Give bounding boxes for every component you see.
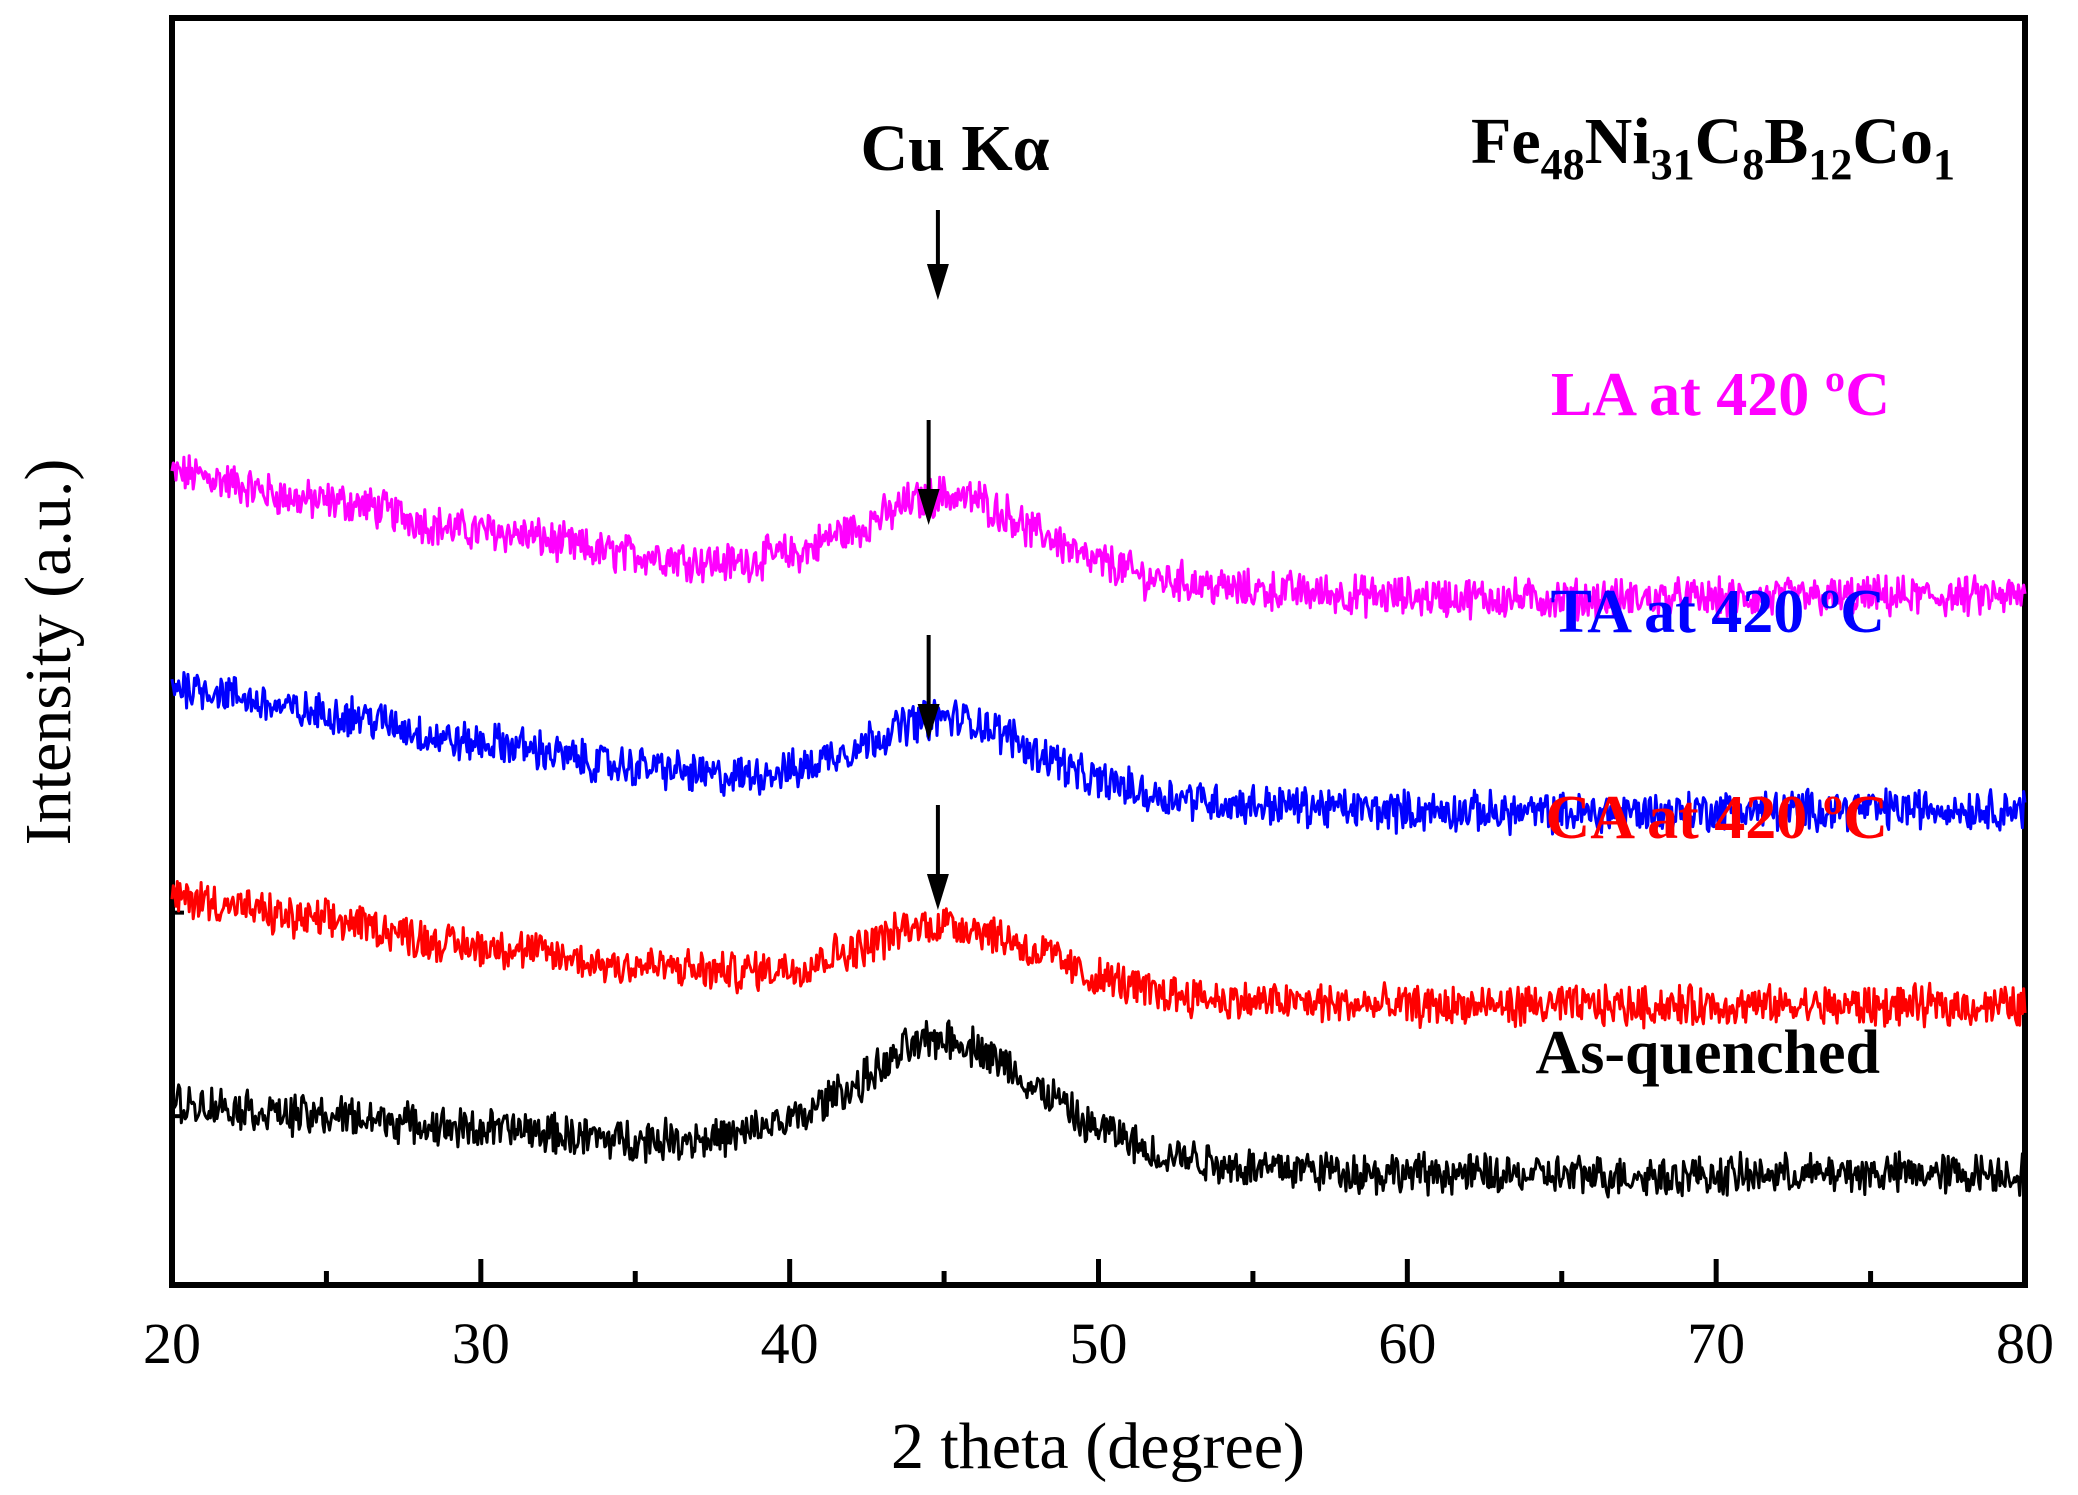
arrow-head	[926, 264, 949, 300]
series-line-1	[170, 671, 2027, 837]
formula-el-0: Fe	[1471, 105, 1541, 178]
arrow-head	[917, 704, 940, 740]
x-ticks: 20 30 40 50 60 70 80	[143, 910, 2054, 1376]
x-tick-label: 40	[761, 1311, 819, 1376]
series-label-ta: TA at 420 ºC	[1551, 578, 1886, 646]
x-tick-label: 80	[1996, 1311, 2054, 1376]
x-tick-label: 50	[1070, 1311, 1128, 1376]
formula-el-1: Ni	[1585, 105, 1651, 178]
formula-el-4: Co	[1852, 105, 1933, 178]
series-label-ca: CA at 420 ºC	[1545, 784, 1888, 852]
x-tick-label: 20	[143, 1311, 201, 1376]
formula-sub-3: 12	[1808, 140, 1852, 189]
cu-k-alpha-label: Cu Kα	[860, 112, 1049, 185]
composition-formula: Fe48Ni31C8B12Co1	[1471, 105, 1955, 189]
series-label-as-quenched: As-quenched	[1535, 1019, 1880, 1087]
formula-sub-1: 31	[1651, 140, 1695, 189]
formula-sub-2: 8	[1742, 140, 1764, 189]
x-tick-label: 60	[1378, 1311, 1436, 1376]
arrow-head	[926, 874, 949, 910]
formula-el-2: C	[1695, 105, 1743, 178]
series-line-0	[170, 454, 2027, 623]
series-label-la: LA at 420 ºC	[1551, 361, 1890, 429]
series-layer	[170, 454, 2027, 1199]
formula-sub-4: 1	[1933, 140, 1955, 189]
x-tick-label: 30	[452, 1311, 510, 1376]
series-line-3	[170, 1019, 2027, 1199]
series-line-2	[170, 880, 2027, 1030]
y-axis-title: Intensity (a.u.)	[12, 459, 85, 846]
plot-frame	[169, 15, 2028, 1288]
formula-sub-0: 48	[1541, 140, 1585, 189]
arrow-head	[917, 489, 940, 525]
x-axis-title: 2 theta (degree)	[891, 1410, 1305, 1483]
formula-el-3: B	[1764, 105, 1808, 178]
cu-k-alpha-arrows	[917, 210, 949, 910]
x-tick-label: 70	[1687, 1311, 1745, 1376]
